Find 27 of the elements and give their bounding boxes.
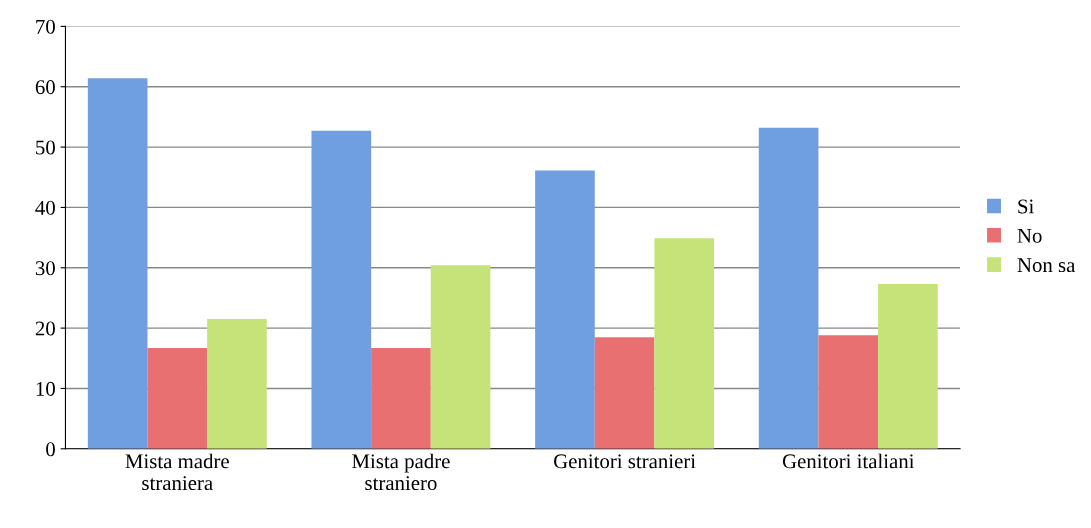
- legend-label: No: [1017, 228, 1042, 243]
- bar: [207, 319, 267, 449]
- bar: [878, 284, 938, 449]
- bar: [371, 348, 431, 449]
- bar: [87, 78, 148, 449]
- y-tick-label: 0: [46, 442, 55, 457]
- legend-label: Non sa: [1017, 258, 1076, 273]
- x-tick-label: Genitori stranieri: [554, 454, 696, 469]
- x-tick-label: Mista padre straniero: [352, 453, 450, 491]
- bar: [758, 127, 819, 449]
- bar: [311, 130, 372, 449]
- bar: [594, 337, 655, 449]
- y-tick-label: 40: [35, 200, 55, 215]
- y-tick-label: 70: [36, 19, 55, 34]
- bar: [654, 238, 715, 449]
- bar: [430, 265, 491, 449]
- y-tick-label: 30: [35, 261, 55, 276]
- y-tick-label: 50: [36, 140, 55, 155]
- x-tick-label: Genitori italiani: [782, 453, 915, 469]
- bar: [535, 170, 595, 449]
- y-tick-label: 10: [36, 381, 55, 396]
- legend-label: Si: [1018, 199, 1034, 214]
- y-tick-label: 20: [35, 321, 55, 336]
- y-tick-label: 60: [35, 80, 55, 95]
- x-tick-label: Mista madre straniera: [125, 453, 229, 491]
- bar: [818, 335, 879, 449]
- bar: [147, 348, 208, 449]
